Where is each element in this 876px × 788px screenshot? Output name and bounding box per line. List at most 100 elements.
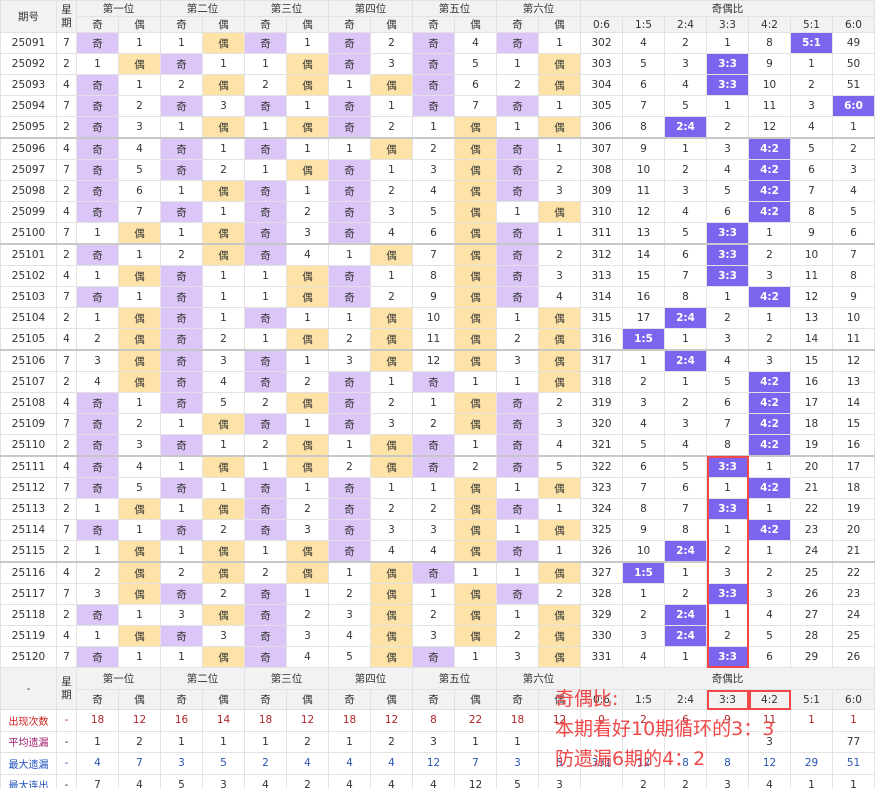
ratio-cell: 4:2: [748, 137, 791, 160]
position-cell: 1: [538, 498, 581, 520]
annotation: 奇偶比: 本期看好10期循环的3：3 防遗漏6期的4：2: [555, 684, 774, 774]
position-cell: 2: [244, 561, 287, 584]
position-cell: 奇: [244, 477, 287, 499]
period: 25116: [0, 561, 57, 584]
position-cell: 偶: [118, 540, 161, 563]
ratio-cell: 315: [580, 307, 623, 329]
position-cell: 偶: [538, 604, 581, 626]
ratio-cell: 12: [748, 116, 791, 139]
position-cell: 奇: [160, 53, 203, 75]
data-row: 25100 7 1 偶 1 偶奇 3 奇 4 6 偶奇 1 311 13 5 3:3 1 9 6: [0, 222, 876, 245]
stats-cell: 4: [328, 752, 371, 775]
ratio-cell: 3:3: [706, 583, 749, 605]
position-cell: 偶: [370, 137, 413, 160]
stats-cell: 4: [412, 773, 455, 788]
position-cell: 1: [244, 53, 287, 75]
position-cell: 1: [412, 477, 455, 499]
odd-header: 奇: [328, 689, 371, 710]
stats-cell: 1: [496, 730, 539, 753]
ratio-cell: 318: [580, 371, 623, 393]
position-cell: 2: [160, 243, 203, 266]
position-cell: 偶: [118, 371, 161, 393]
position-cell: 3: [76, 349, 119, 372]
period: 25091: [0, 32, 57, 54]
ratio-cell: 16: [622, 286, 665, 308]
position-cell: 1: [202, 137, 245, 160]
ratio-cell: 3: [748, 583, 791, 605]
ratio-cell: 6:0: [831, 95, 876, 117]
ratio-cell: 4:2: [748, 519, 791, 541]
ratio-cell: 4: [748, 604, 791, 626]
period: 25097: [0, 159, 57, 181]
position-cell: 1: [538, 32, 581, 54]
stats-cell: 1: [244, 730, 287, 753]
position-cell: 2: [496, 625, 539, 647]
stats-cell: 2: [286, 730, 329, 753]
ratio-header: 奇偶比: [579, 667, 876, 690]
ratio-label: 3:3: [706, 16, 749, 33]
position-cell: 1: [496, 201, 539, 223]
ratio-cell: 18: [831, 477, 876, 499]
position-cell: 1: [76, 265, 119, 287]
position-cell: 偶: [286, 455, 329, 478]
position-cell: 1: [370, 477, 413, 499]
position-cell: 1: [202, 477, 245, 499]
ratio-cell: 14: [622, 243, 665, 266]
position-cell: 偶: [538, 116, 581, 139]
ratio-cell: 6: [664, 477, 707, 499]
ratio-cell: 3:3: [706, 498, 749, 520]
position-cell: 1: [244, 265, 287, 287]
position-cell: 1: [76, 498, 119, 520]
ratio-cell: 5: [622, 434, 665, 457]
period: 25112: [0, 477, 57, 499]
position-cell: 偶: [370, 646, 413, 668]
stats-cell: 2: [244, 752, 287, 775]
ratio-cell: 304: [580, 74, 623, 96]
position-cell: 偶: [370, 583, 413, 605]
stats-cell: 1: [454, 730, 497, 753]
position-cell: 奇: [244, 222, 287, 245]
position-cell: 3: [538, 413, 581, 435]
ratio-cell: 317: [580, 349, 623, 372]
ratio-cell: 1: [748, 307, 791, 329]
position-cell: 3: [286, 625, 329, 647]
even-header: 偶: [370, 689, 413, 710]
ratio-cell: 4:2: [748, 413, 791, 435]
position-cell: 6: [412, 222, 455, 245]
position-cell: 1: [328, 243, 371, 266]
odd-header: 奇: [496, 16, 539, 33]
ratio-cell: 2: [790, 74, 833, 96]
ratio-cell: 330: [580, 625, 623, 647]
position-cell: 1: [118, 243, 161, 266]
ratio-cell: 15: [622, 265, 665, 287]
ratio-cell: 6: [748, 646, 791, 668]
ratio-cell: 6: [664, 243, 707, 266]
position-cell: 偶: [538, 625, 581, 647]
position-cell: 奇: [76, 243, 119, 266]
position-cell: 奇: [328, 180, 371, 202]
period: 25095: [0, 116, 57, 139]
position-cell: 1: [160, 540, 203, 563]
weekday: 2: [56, 307, 77, 329]
position-cell: 1: [160, 180, 203, 202]
position-header: 第六位: [496, 0, 581, 17]
odd-header: 奇: [244, 689, 287, 710]
position-cell: 偶: [454, 116, 497, 139]
position-cell: 偶: [286, 74, 329, 96]
position-cell: 奇: [244, 95, 287, 117]
ratio-cell: 311: [580, 222, 623, 245]
position-cell: 奇: [160, 371, 203, 393]
ratio-cell: 331: [580, 646, 623, 668]
ratio-cell: 5: [790, 137, 833, 160]
position-cell: 奇: [244, 583, 287, 605]
even-header: 偶: [454, 16, 497, 33]
position-cell: 1: [160, 32, 203, 54]
position-cell: 偶: [370, 307, 413, 329]
ratio-cell: 326: [580, 540, 623, 563]
position-cell: 奇: [76, 413, 119, 435]
ratio-cell: 17: [831, 455, 876, 478]
ratio-cell: 8: [664, 519, 707, 541]
weekday: -: [56, 709, 77, 732]
ratio-cell: 9: [622, 137, 665, 160]
position-cell: 偶: [454, 307, 497, 329]
